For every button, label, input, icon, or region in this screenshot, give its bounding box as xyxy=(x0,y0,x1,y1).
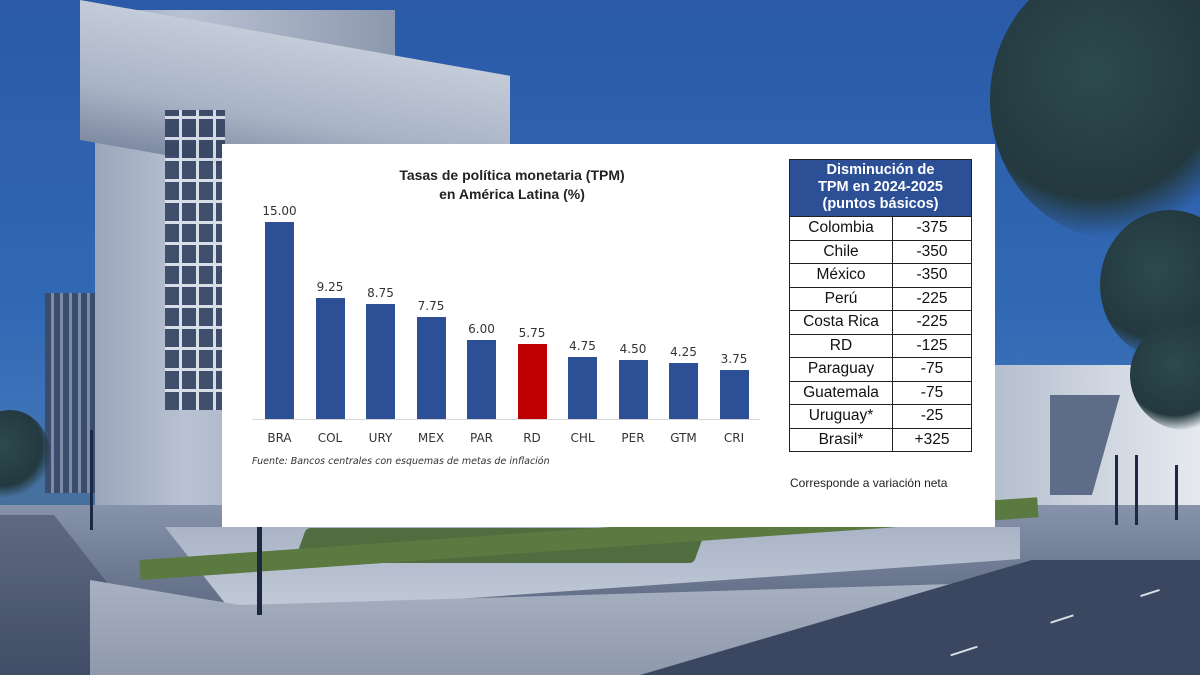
country-cell: Guatemala xyxy=(789,380,893,405)
table-row: RD -125 xyxy=(789,333,972,358)
lamp-pole xyxy=(1135,455,1138,525)
table-body: Colombia -375 Chile -350 México -350 Perú -225 C… xyxy=(789,216,972,452)
x-axis-tick-label: URY xyxy=(368,431,393,445)
country-cell: Paraguay xyxy=(789,357,893,382)
basis-points-cell: -25 xyxy=(892,404,972,429)
country-cell: Brasil* xyxy=(789,427,893,452)
building-windows xyxy=(165,110,225,410)
bar-value-label: 5.75 xyxy=(518,326,546,340)
x-axis-tick-label: PER xyxy=(621,431,645,445)
x-axis-tick-label: RD xyxy=(523,431,541,445)
basis-points-cell: -225 xyxy=(892,310,972,335)
country-cell: RD xyxy=(789,333,893,358)
country-cell: México xyxy=(789,263,893,288)
basis-points-cell: -350 xyxy=(892,239,972,264)
table-header-line-1: Disminución de xyxy=(826,162,935,178)
bar-value-label: 15.00 xyxy=(262,204,297,218)
bar-value-label: 4.50 xyxy=(619,342,647,356)
table-row: Paraguay -75 xyxy=(789,357,972,382)
chart-title-line-2: en América Latina (%) xyxy=(439,186,585,202)
table-row: Chile -350 xyxy=(789,239,972,264)
table-row: Colombia -375 xyxy=(789,216,972,241)
basis-points-cell: -75 xyxy=(892,380,972,405)
x-axis-tick-label: CRI xyxy=(723,431,745,445)
table-row: Perú -225 xyxy=(789,286,972,311)
bar-value-label: 6.00 xyxy=(468,322,495,336)
lamp-pole xyxy=(1175,465,1178,520)
bar-value-label: 3.75 xyxy=(720,352,748,366)
rate-cuts-table: Disminución de TPM en 2024-2025 (puntos … xyxy=(789,159,972,452)
bar-value-label: 9.25 xyxy=(316,280,344,294)
table-row: Brasil* +325 xyxy=(789,427,972,452)
table-header: Disminución de TPM en 2024-2025 (puntos … xyxy=(789,159,972,217)
table-row: México -350 xyxy=(789,263,972,288)
table-header-line-2: TPM en 2024-2025 xyxy=(818,179,943,195)
bar-col xyxy=(315,298,345,419)
chart-title: Tasas de política monetaria (TPM) en Amé… xyxy=(302,166,722,204)
basis-points-cell: -375 xyxy=(892,216,972,241)
x-axis-tick-label: MEX xyxy=(417,431,445,445)
bar-gtm xyxy=(669,363,698,419)
table-footnote: Corresponde a variación neta xyxy=(790,476,948,490)
bar-rd xyxy=(517,344,547,419)
bar-value-label: 4.75 xyxy=(569,339,596,353)
source-note: Fuente: Bancos centrales con esquemas de… xyxy=(252,456,550,467)
lamp-pole xyxy=(257,527,262,615)
bar-ury xyxy=(366,304,395,419)
bar-value-label: 7.75 xyxy=(417,299,445,313)
basis-points-cell: -350 xyxy=(892,263,972,288)
table-header-row: Disminución de TPM en 2024-2025 (puntos … xyxy=(789,159,972,217)
basis-points-cell: -125 xyxy=(892,333,972,358)
country-cell: Chile xyxy=(789,239,893,264)
bar-per xyxy=(618,360,648,419)
x-axis-tick-label: PAR xyxy=(469,431,493,445)
basis-points-cell: +325 xyxy=(892,427,972,452)
chart-title-line-1: Tasas de política monetaria (TPM) xyxy=(399,167,625,183)
bar-par xyxy=(467,340,496,419)
bar-bra xyxy=(265,222,294,419)
info-card: Tasas de política monetaria (TPM) en Amé… xyxy=(222,144,995,527)
lamp-pole xyxy=(90,430,93,530)
bar-chl xyxy=(568,357,597,419)
country-cell: Costa Rica xyxy=(789,310,893,335)
x-axis-tick-label: COL xyxy=(317,431,343,445)
bar-cri xyxy=(719,370,749,419)
country-cell: Perú xyxy=(789,286,893,311)
table-row: Uruguay* -25 xyxy=(789,404,972,429)
basis-points-cell: -75 xyxy=(892,357,972,382)
bar-value-label: 8.75 xyxy=(367,286,394,300)
bar-mex xyxy=(416,317,446,419)
x-axis-line xyxy=(252,419,760,420)
table-row: Guatemala -75 xyxy=(789,380,972,405)
country-cell: Colombia xyxy=(789,216,893,241)
table-header-line-3: (puntos básicos) xyxy=(822,196,939,212)
country-cell: Uruguay* xyxy=(789,404,893,429)
basis-points-cell: -225 xyxy=(892,286,972,311)
table-row: Costa Rica -225 xyxy=(789,310,972,335)
lamp-pole xyxy=(1115,455,1118,525)
x-axis-tick-label: GTM xyxy=(670,431,697,445)
bar-value-label: 4.25 xyxy=(670,345,697,359)
x-axis-tick-label: BRA xyxy=(267,431,292,445)
x-axis-tick-label: CHL xyxy=(570,431,595,445)
bar-chart-plot-area: 15.00 9.25 8.75 7.75 6.00 5.75 4.75 4.50 4.25 3.7… xyxy=(252,204,760,420)
